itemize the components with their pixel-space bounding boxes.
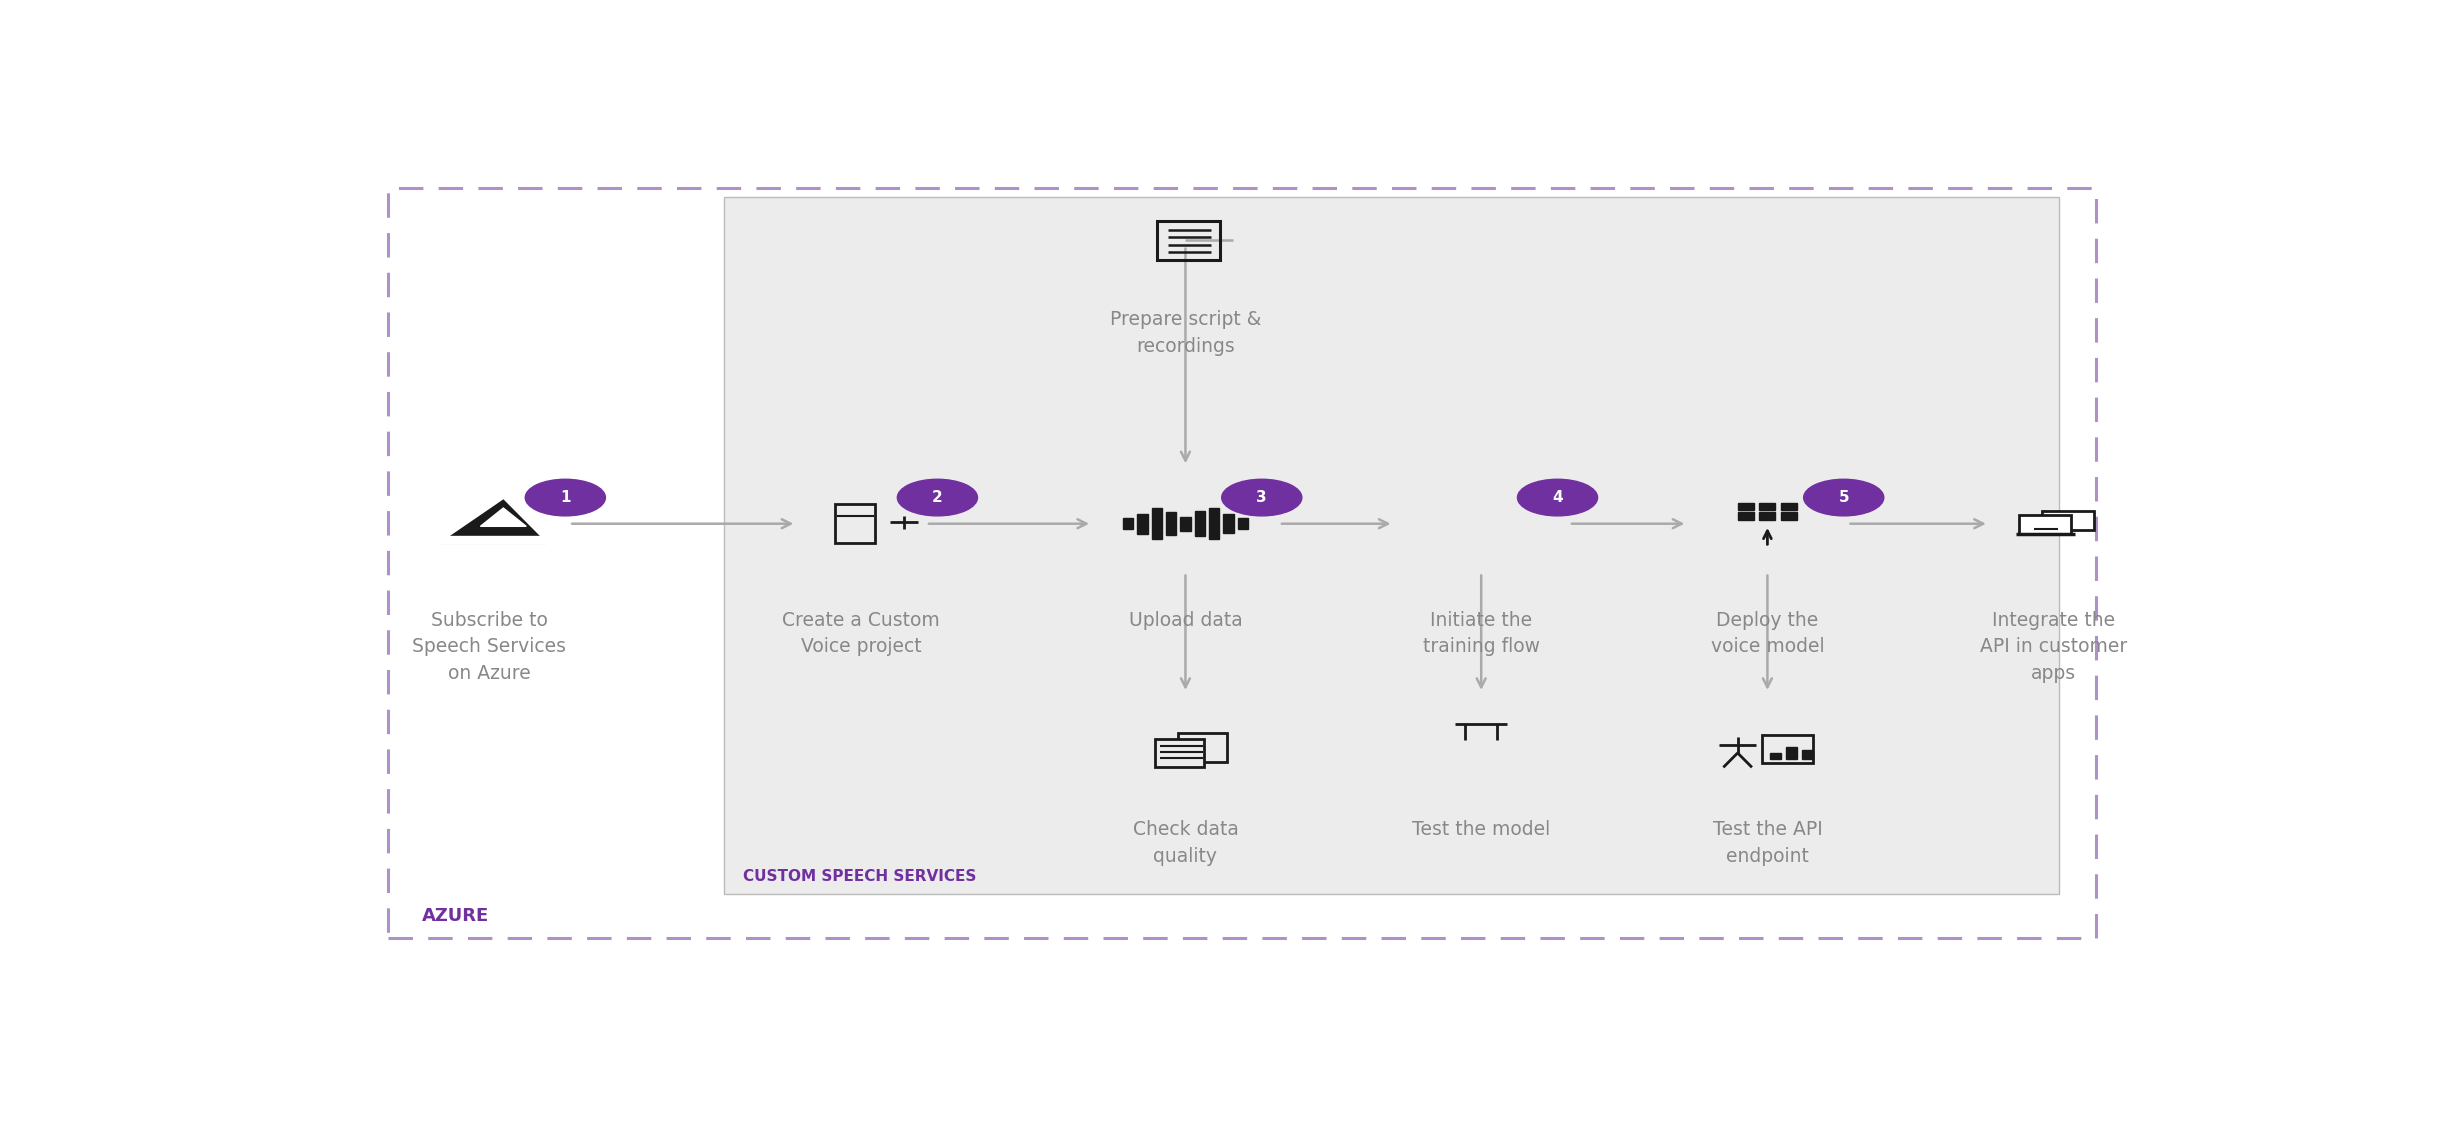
Circle shape xyxy=(1517,479,1598,516)
Bar xyxy=(1738,503,1753,509)
Circle shape xyxy=(1221,479,1302,516)
Bar xyxy=(1238,518,1248,530)
Text: 5: 5 xyxy=(1839,490,1849,505)
Bar xyxy=(2041,512,2093,530)
Text: 3: 3 xyxy=(1256,490,1268,505)
Polygon shape xyxy=(441,500,547,543)
Bar xyxy=(1179,734,1226,762)
Text: CUSTOM SPEECH SERVICES: CUSTOM SPEECH SERVICES xyxy=(744,868,975,884)
Bar xyxy=(1155,738,1204,767)
Bar xyxy=(1194,512,1204,537)
Bar xyxy=(1123,518,1133,530)
Bar xyxy=(1763,735,1812,763)
Bar xyxy=(1760,513,1775,520)
Text: Subscribe to
Speech Services
on Azure: Subscribe to Speech Services on Azure xyxy=(411,611,566,683)
Text: Create a Custom
Voice project: Create a Custom Voice project xyxy=(783,611,940,657)
Text: 2: 2 xyxy=(933,490,943,505)
Text: Test the model: Test the model xyxy=(1413,820,1551,839)
Bar xyxy=(1224,514,1233,533)
Text: Integrate the
API in customer
apps: Integrate the API in customer apps xyxy=(1979,611,2127,683)
Bar xyxy=(1780,503,1797,509)
Bar xyxy=(1770,753,1780,760)
Bar xyxy=(441,537,547,543)
Bar xyxy=(1209,508,1219,540)
Circle shape xyxy=(1805,479,1883,516)
Bar xyxy=(724,197,2058,894)
Polygon shape xyxy=(480,508,527,526)
Bar xyxy=(1802,751,1812,760)
Bar xyxy=(835,504,876,543)
Bar xyxy=(389,188,2095,937)
Text: Prepare script &
recordings: Prepare script & recordings xyxy=(1110,310,1261,355)
Text: AZURE: AZURE xyxy=(423,907,490,925)
Bar xyxy=(1137,514,1147,534)
Text: Check data
quality: Check data quality xyxy=(1133,820,1238,866)
Bar xyxy=(1760,503,1775,509)
Bar xyxy=(1787,747,1797,760)
Bar xyxy=(1780,513,1797,520)
Circle shape xyxy=(524,479,606,516)
Text: Test the API
endpoint: Test the API endpoint xyxy=(1714,820,1822,866)
Bar xyxy=(1179,516,1192,531)
Text: 1: 1 xyxy=(559,490,571,505)
Text: Deploy the
voice model: Deploy the voice model xyxy=(1711,611,1824,657)
Text: Initiate the
training flow: Initiate the training flow xyxy=(1423,611,1539,657)
Bar xyxy=(2019,515,2071,533)
Circle shape xyxy=(896,479,977,516)
Bar xyxy=(1152,508,1162,540)
Bar xyxy=(1167,512,1177,535)
Bar xyxy=(1738,513,1753,520)
Text: 4: 4 xyxy=(1551,490,1563,505)
Text: Upload data: Upload data xyxy=(1128,611,1243,629)
Bar xyxy=(1157,221,1219,260)
